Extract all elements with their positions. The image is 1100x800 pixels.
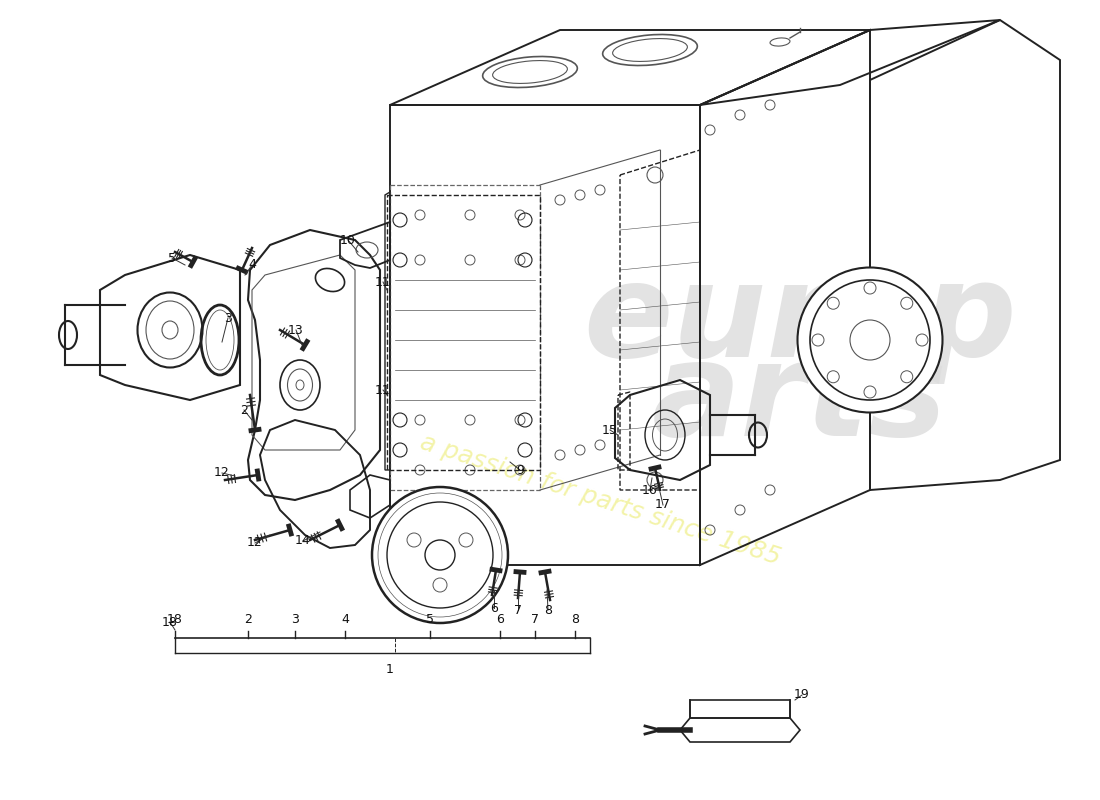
Text: 8: 8 (571, 613, 579, 626)
Text: 2: 2 (244, 613, 252, 626)
Text: 2: 2 (240, 403, 248, 417)
Ellipse shape (798, 267, 943, 413)
Text: 11: 11 (375, 275, 390, 289)
Text: 9: 9 (516, 463, 524, 477)
Text: 13: 13 (288, 323, 304, 337)
Text: 19: 19 (794, 689, 810, 702)
Text: 4: 4 (249, 258, 256, 271)
Text: 10: 10 (340, 234, 356, 246)
Text: 3: 3 (292, 613, 299, 626)
Text: 15: 15 (602, 423, 618, 437)
Text: 6: 6 (496, 613, 504, 626)
Text: 3: 3 (224, 311, 232, 325)
Text: 12: 12 (214, 466, 230, 479)
Text: 5: 5 (168, 251, 176, 265)
Text: arts: arts (652, 337, 948, 463)
Text: 17: 17 (656, 498, 671, 511)
Text: 18: 18 (162, 615, 178, 629)
Text: 8: 8 (544, 603, 552, 617)
Text: 7: 7 (514, 603, 522, 617)
Circle shape (372, 487, 508, 623)
Text: 11: 11 (375, 383, 390, 397)
Text: 6: 6 (491, 602, 498, 614)
Text: 4: 4 (341, 613, 349, 626)
Text: 18: 18 (167, 613, 183, 626)
Text: 16: 16 (642, 483, 658, 497)
Text: 5: 5 (426, 613, 434, 626)
Text: 1: 1 (386, 663, 394, 676)
Text: 14: 14 (295, 534, 311, 547)
Text: 12: 12 (248, 537, 263, 550)
Text: europ: europ (583, 257, 1016, 383)
Text: 7: 7 (531, 613, 539, 626)
Text: a passion for parts since 1985: a passion for parts since 1985 (417, 430, 783, 570)
